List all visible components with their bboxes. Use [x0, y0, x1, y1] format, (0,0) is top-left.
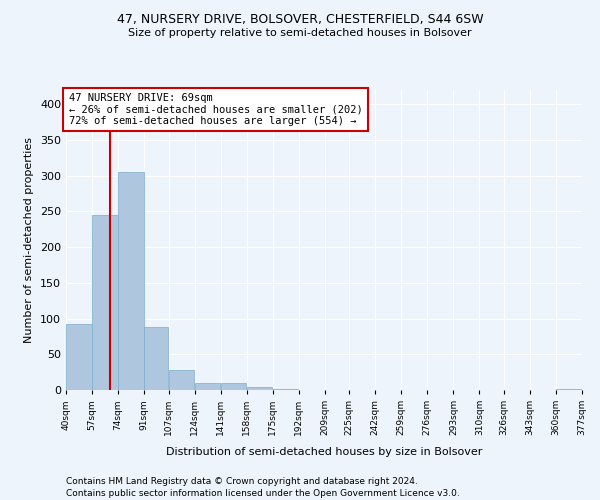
Text: Contains HM Land Registry data © Crown copyright and database right 2024.: Contains HM Land Registry data © Crown c… — [66, 478, 418, 486]
Text: 47, NURSERY DRIVE, BOLSOVER, CHESTERFIELD, S44 6SW: 47, NURSERY DRIVE, BOLSOVER, CHESTERFIEL… — [116, 12, 484, 26]
Bar — [92, 215, 118, 390]
Text: Size of property relative to semi-detached houses in Bolsover: Size of property relative to semi-detach… — [128, 28, 472, 38]
Y-axis label: Number of semi-detached properties: Number of semi-detached properties — [25, 137, 34, 343]
X-axis label: Distribution of semi-detached houses by size in Bolsover: Distribution of semi-detached houses by … — [166, 446, 482, 456]
Text: Contains public sector information licensed under the Open Government Licence v3: Contains public sector information licen… — [66, 489, 460, 498]
Bar — [273, 388, 298, 390]
Bar — [221, 383, 247, 390]
Bar — [195, 383, 220, 390]
Bar — [169, 370, 194, 390]
Bar — [556, 388, 582, 390]
Bar — [145, 327, 169, 390]
Bar — [118, 172, 144, 390]
Text: 47 NURSERY DRIVE: 69sqm
← 26% of semi-detached houses are smaller (202)
72% of s: 47 NURSERY DRIVE: 69sqm ← 26% of semi-de… — [68, 93, 362, 126]
Bar — [66, 324, 92, 390]
Bar — [247, 387, 272, 390]
